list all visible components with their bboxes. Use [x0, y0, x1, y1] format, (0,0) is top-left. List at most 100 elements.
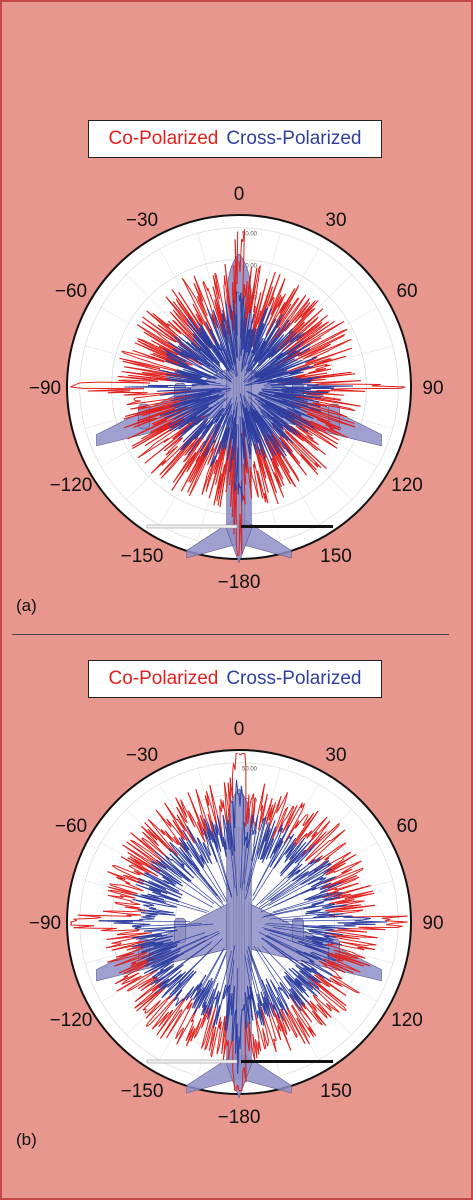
- polar-trace-segment: [176, 853, 178, 857]
- polar-trace-segment: [148, 949, 160, 955]
- polar-trace-spike: [166, 869, 215, 905]
- scale-bar-light: [146, 1059, 238, 1064]
- polar-trace-segment: [176, 352, 193, 363]
- polar-trace-segment: [291, 1004, 314, 1038]
- polar-trace-segment: [157, 388, 191, 392]
- polar-trace-spike: [260, 884, 301, 910]
- polar-trace-segment: [278, 334, 285, 342]
- polar-trace-segment: [207, 287, 214, 304]
- polar-trace-segment: [221, 319, 229, 344]
- polar-trace-spike: [227, 945, 236, 989]
- polar-trace-spike: [278, 915, 353, 921]
- polar-trace-segment: [151, 1012, 165, 1030]
- polar-trace-segment: [287, 408, 302, 416]
- polar-trace-segment: [297, 843, 316, 862]
- polar-trace-segment: [131, 975, 142, 981]
- polar-trace-segment: [212, 390, 222, 394]
- polar-trace-segment: [287, 875, 292, 879]
- legend-cross-polarized: Cross-Polarized: [226, 128, 362, 149]
- polar-trace-segment: [279, 389, 320, 394]
- polar-trace-segment: [319, 1022, 323, 1026]
- angle-tick-label: 30: [325, 745, 346, 766]
- polar-trace-segment: [126, 402, 133, 406]
- polar-trace-spike: [233, 848, 238, 897]
- polar-trace-spike: [195, 874, 225, 906]
- polar-trace-segment: [258, 827, 262, 833]
- polar-trace-segment: [343, 1009, 347, 1011]
- polar-trace-segment: [336, 973, 340, 977]
- polar-trace-spike: [243, 395, 253, 411]
- polar-trace-segment: [280, 987, 290, 1000]
- polar-trace-segment: [261, 366, 279, 376]
- polar-trace-segment: [147, 893, 158, 897]
- polar-trace-segment: [333, 885, 371, 898]
- polar-trace-segment: [280, 434, 285, 439]
- polar-trace-segment: [197, 437, 218, 480]
- polar-trace-spike: [252, 847, 279, 897]
- polar-trace-segment: [320, 327, 332, 335]
- polar-trace-segment: [330, 974, 360, 994]
- polar-trace-segment: [212, 310, 219, 324]
- angle-tick-label: −30: [126, 745, 158, 766]
- polar-trace-segment: [315, 316, 319, 321]
- polar-trace-segment: [144, 1009, 147, 1014]
- polar-trace-segment: [335, 900, 358, 905]
- polar-trace-segment: [155, 825, 165, 836]
- polar-trace-segment: [166, 886, 183, 896]
- polar-trace-segment: [144, 419, 186, 447]
- polar-trace-segment: [277, 833, 295, 862]
- angle-tick-label: 150: [320, 546, 352, 567]
- polar-trace-spike: [244, 381, 257, 386]
- polar-trace-segment: [274, 439, 287, 457]
- polar-trace-segment: [163, 960, 174, 967]
- polar-trace-segment: [276, 332, 297, 352]
- polar-trace-segment: [171, 445, 178, 452]
- polar-trace-segment: [233, 1076, 236, 1091]
- polar-trace-segment: [181, 277, 188, 285]
- polar-trace-segment: [211, 444, 218, 455]
- polar-trace-segment: [295, 336, 299, 339]
- polar-trace-segment: [144, 822, 178, 857]
- polar-trace-segment: [103, 910, 142, 916]
- polar-trace-segment: [250, 332, 255, 343]
- polar-trace-segment: [253, 461, 264, 499]
- polar-trace-segment: [207, 845, 212, 856]
- polar-trace-segment: [262, 332, 305, 369]
- polar-trace-spike: [265, 935, 315, 963]
- polar-trace-segment: [70, 386, 83, 389]
- polar-trace-segment: [276, 796, 282, 814]
- polar-trace-segment: [186, 825, 198, 844]
- polar-trace-segment: [320, 829, 346, 853]
- polar-trace-segment: [203, 842, 211, 856]
- polar-trace-segment: [168, 848, 185, 864]
- polar-trace-segment: [287, 358, 328, 372]
- polar-trace-segment: [270, 384, 293, 386]
- polar-trace-spike: [266, 923, 318, 927]
- polar-trace-segment: [335, 338, 352, 348]
- polar-trace-segment: [286, 1012, 306, 1044]
- polar-trace-segment: [173, 393, 212, 406]
- legend-cross-polarized: Cross-Polarized: [226, 668, 362, 689]
- polar-trace-spike: [247, 946, 265, 992]
- polar-trace-spike: [165, 923, 214, 929]
- polar-trace-segment: [238, 513, 241, 556]
- polar-trace-segment: [179, 998, 184, 1003]
- polar-trace-segment: [234, 793, 237, 808]
- polar-trace-segment: [302, 302, 311, 313]
- polar-trace-segment: [318, 960, 327, 967]
- polar-trace-spike: [214, 367, 231, 381]
- polar-trace-segment: [241, 794, 244, 799]
- polar-trace-spike: [217, 849, 233, 897]
- polar-trace-segment: [162, 973, 182, 990]
- polar-trace-segment: [234, 485, 236, 491]
- polar-trace-segment: [277, 1025, 279, 1031]
- polar-trace-segment: [342, 851, 352, 859]
- polar-trace-segment: [166, 356, 189, 366]
- polar-trace-segment: [274, 1002, 285, 1021]
- polar-trace-segment: [165, 929, 178, 932]
- polar-trace-spike: [239, 312, 242, 362]
- polar-trace-segment: [248, 410, 258, 432]
- polar-trace-segment: [280, 851, 304, 877]
- polar-trace-spike: [253, 370, 281, 382]
- polar-trace-segment: [126, 976, 149, 991]
